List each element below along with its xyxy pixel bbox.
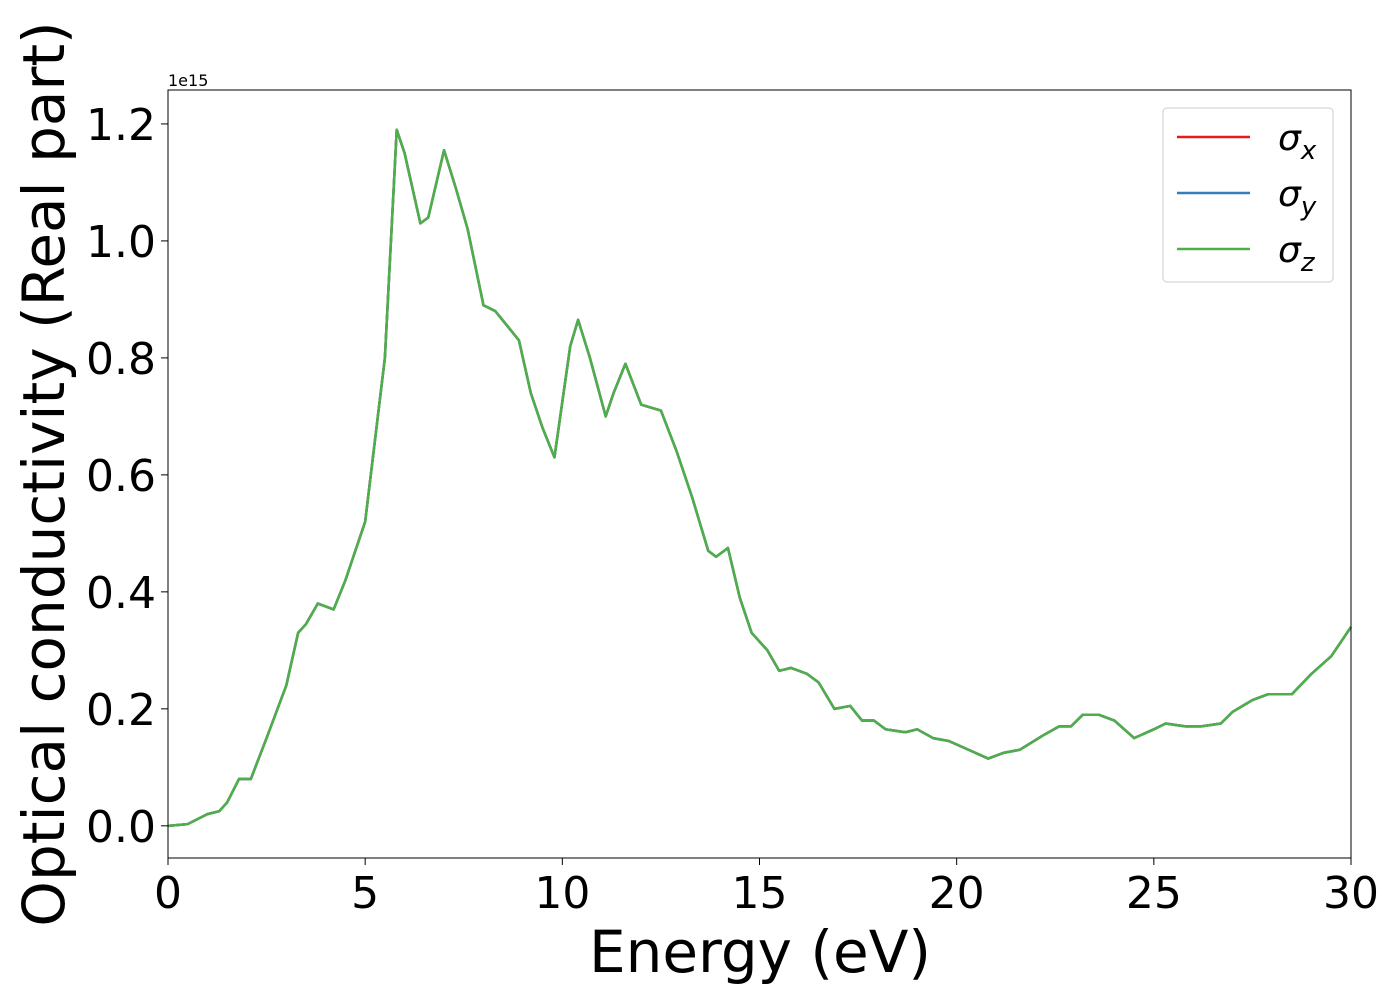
x-tick-label: 20 [929,868,985,919]
legend-box [1162,107,1334,283]
legend-label: σx [1278,118,1317,166]
x-tick-label: 15 [732,868,788,919]
plot-frame [167,89,1352,859]
x-tick-label: 0 [154,868,182,919]
x-tick-label: 5 [351,868,379,919]
x-axis-label: Energy (eV) [589,918,931,986]
y-tick-label: 0.6 [86,451,156,502]
y-tick-label: 0.0 [86,802,156,853]
data-line [167,128,1353,828]
x-tick-label: 10 [534,868,590,919]
x-tick-label: 30 [1323,868,1379,919]
y-tick-label: 0.8 [86,334,156,385]
x-tick-label: 25 [1126,868,1182,919]
legend-label: σz [1278,230,1316,278]
y-axis-label: Optical conductivity (Real part) [10,21,78,926]
y-tick-label: 0.2 [86,685,156,736]
y-tick-label: 1.2 [86,100,156,151]
y-offset-label: 1e15 [168,71,208,90]
y-tick-label: 0.4 [86,568,156,619]
legend-label: σy [1278,174,1317,222]
y-tick-label: 1.0 [86,217,156,268]
